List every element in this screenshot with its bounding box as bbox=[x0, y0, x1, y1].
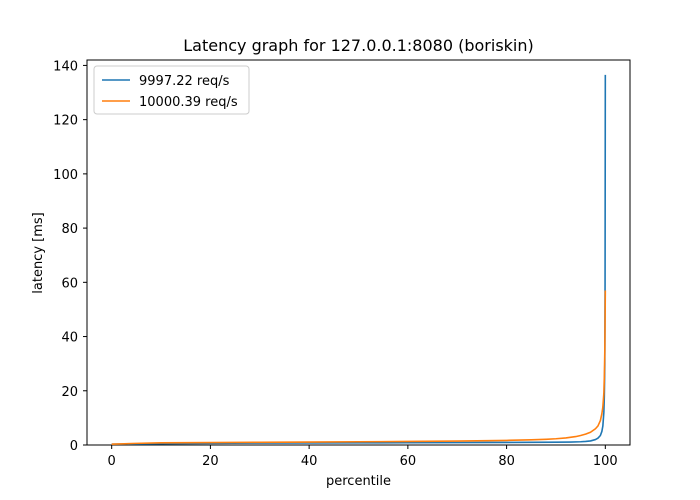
axes-frame bbox=[86, 59, 631, 446]
y-tick-label: 40 bbox=[61, 331, 78, 346]
x-axis-label: percentile bbox=[326, 474, 391, 489]
legend: 9997.22 req/s 10000.39 req/s bbox=[93, 65, 250, 115]
x-axis: 0 20 40 60 80 100 bbox=[108, 445, 618, 469]
chart-title: Latency graph for 127.0.0.1:8080 (borisk… bbox=[183, 36, 534, 55]
series-line-1 bbox=[111, 74, 607, 445]
y-tick-label: 0 bbox=[70, 439, 78, 454]
plot-area bbox=[86, 59, 631, 446]
x-tick-label: 40 bbox=[301, 454, 318, 469]
series-group bbox=[111, 74, 607, 445]
legend-label-2: 10000.39 req/s bbox=[139, 95, 238, 110]
y-tick-label: 100 bbox=[53, 168, 78, 183]
x-tick-label: 100 bbox=[593, 454, 618, 469]
x-tick-label: 60 bbox=[400, 454, 417, 469]
x-tick-label: 80 bbox=[498, 454, 515, 469]
y-tick-label: 120 bbox=[53, 114, 78, 129]
y-tick-label: 20 bbox=[61, 385, 78, 400]
y-tick-label: 80 bbox=[61, 222, 78, 237]
y-axis: 0 20 40 60 80 100 120 140 bbox=[53, 59, 87, 454]
y-axis-label: latency [ms] bbox=[31, 212, 46, 293]
x-tick-label: 0 bbox=[108, 454, 116, 469]
x-tick-label: 20 bbox=[202, 454, 219, 469]
legend-box bbox=[93, 65, 250, 115]
legend-label-1: 9997.22 req/s bbox=[139, 74, 230, 89]
series-line-2 bbox=[111, 290, 607, 445]
y-tick-label: 140 bbox=[53, 59, 78, 74]
y-tick-label: 60 bbox=[61, 276, 78, 291]
